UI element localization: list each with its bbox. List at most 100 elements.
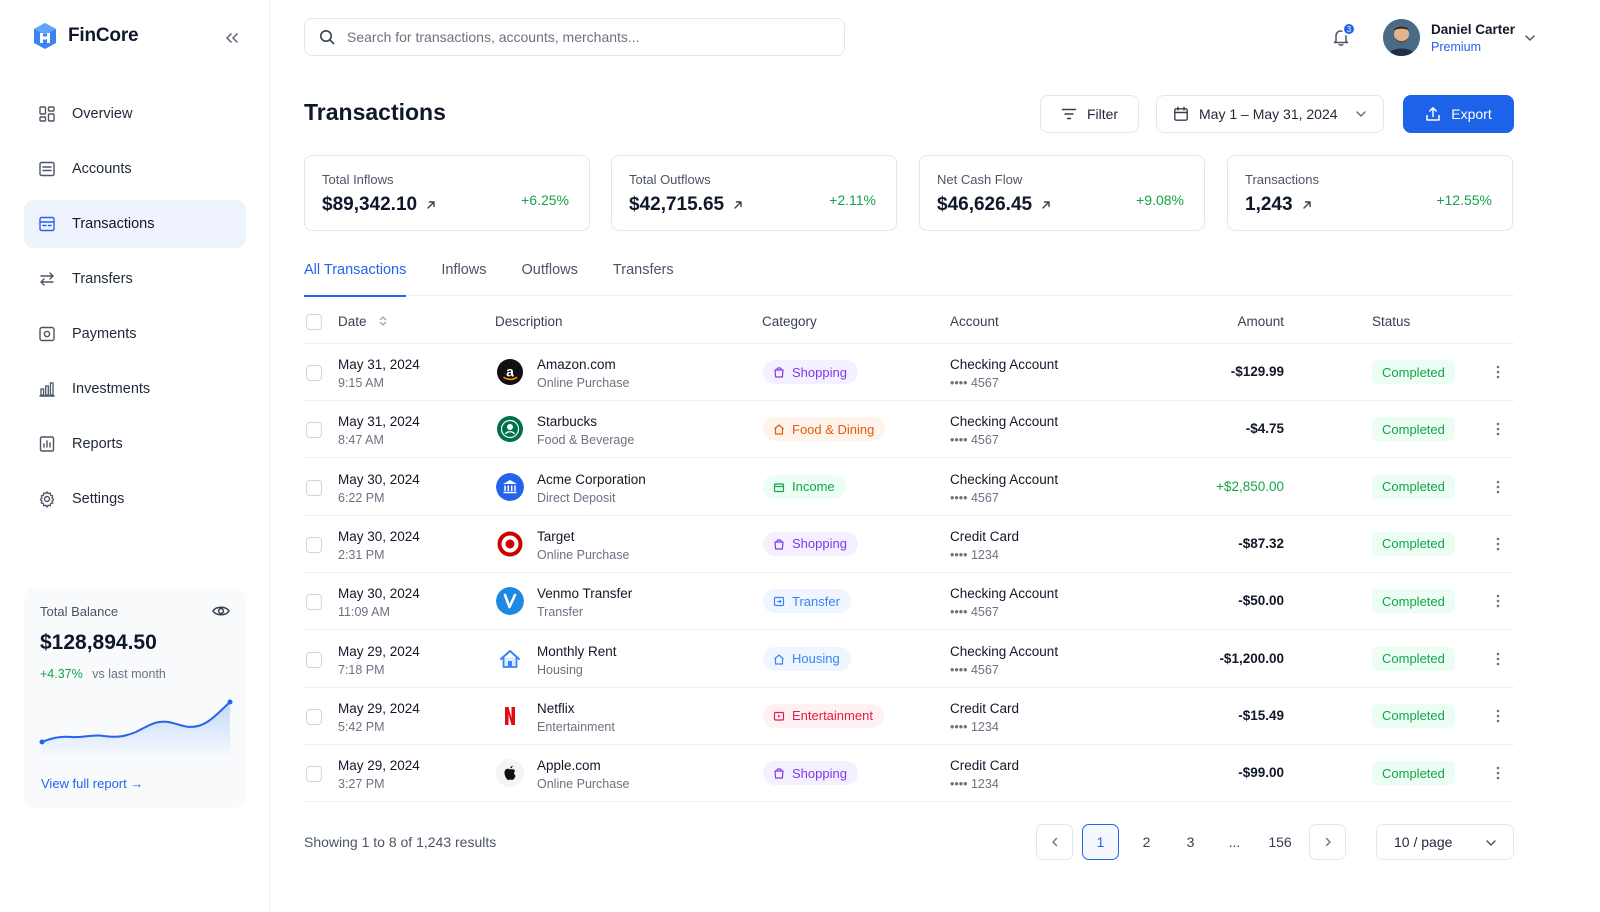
transfers-icon [40,272,54,286]
home-icon [774,653,784,665]
transaction-date: May 30, 2024 11:09 AM [338,585,420,621]
transaction-amount: -$15.49 [1238,707,1284,723]
stat-value: $46,626.45 [937,194,1052,216]
chevron-down-icon[interactable] [1524,33,1536,43]
row-checkbox[interactable] [306,651,322,668]
table-row[interactable]: May 29, 2024 3:27 PM Apple.com Online Purch… [304,745,1514,803]
search-bar[interactable] [304,18,845,56]
merchant-name: Apple.com [537,758,601,774]
row-checkbox[interactable] [306,536,322,553]
stat-label: Total Outflows [629,172,711,187]
brand[interactable]: FinCore [32,22,139,50]
sidebar-item-payments[interactable]: Payments [24,310,246,358]
page-button-3[interactable]: 3 [1172,824,1209,860]
stat-label: Transactions [1245,172,1319,187]
transaction-account: Credit Card •••• 1234 [950,700,1019,736]
export-button[interactable]: Export [1403,95,1514,133]
more-options-icon[interactable] [1492,593,1504,609]
row-checkbox[interactable] [306,479,322,496]
entertainment-icon [773,711,785,721]
page-button-2[interactable]: 2 [1128,824,1165,860]
sidebar-item-label: Transactions [72,216,155,232]
page-button-156[interactable]: 156 [1258,824,1302,860]
next-page-button[interactable] [1309,824,1346,860]
row-checkbox[interactable] [306,594,322,611]
column-date[interactable]: Date [338,314,388,329]
more-options-icon[interactable] [1492,479,1504,495]
tab-all-transactions[interactable]: All Transactions [304,262,407,297]
account-name: Checking Account [950,414,1059,430]
tab-inflows[interactable]: Inflows [441,262,487,278]
shopping-bag-icon [774,768,784,779]
per-page-select[interactable]: 10 / page [1376,824,1514,860]
row-checkbox[interactable] [306,422,322,439]
tab-outflows[interactable]: Outflows [521,262,578,278]
merchant-sub: Online Purchase [537,547,630,562]
status-badge: Completed [1372,646,1455,671]
avatar[interactable] [1383,19,1420,56]
vertical-dots-icon [1496,594,1500,608]
transaction-date: May 29, 2024 3:27 PM [338,757,420,793]
user-name: Daniel Carter [1431,22,1516,37]
time-text: 2:31 PM [338,547,385,562]
arrow-up-right-icon [734,201,742,209]
merchant-name: Acme Corporation [537,471,646,487]
table-row[interactable]: May 31, 2024 9:15 AM a Amazon.com Online Pur… [304,344,1514,401]
investments-icon [39,382,55,397]
table-row[interactable]: May 29, 2024 7:18 PM Monthly Rent Housing Ho… [304,631,1514,688]
sidebar-item-transactions[interactable]: Transactions [24,200,246,248]
sidebar-item-label: Transfers [72,271,133,287]
transaction-amount: +$2,850.00 [1216,478,1284,494]
transaction-tabs: All Transactions Inflows Outflows Transfers [304,262,1514,297]
upload-icon [1426,107,1441,121]
select-all-checkbox[interactable] [306,314,322,330]
sidebar-item-label: Accounts [72,161,132,177]
table-row[interactable]: May 30, 2024 6:22 PM Acme Corporation Direc… [304,459,1514,516]
more-options-icon[interactable] [1492,765,1504,781]
sidebar-item-investments[interactable]: Investments [24,365,246,413]
shopping-bag-icon [774,539,784,550]
filter-button[interactable]: Filter [1040,95,1139,133]
sidebar-item-accounts[interactable]: Accounts [24,145,246,193]
more-options-icon[interactable] [1492,536,1504,552]
time-text: 3:27 PM [338,777,385,792]
merchant-sub: Online Purchase [537,376,630,390]
row-checkbox[interactable] [306,365,322,381]
table-row[interactable]: May 30, 2024 2:31 PM Target Online Purchase… [304,516,1514,573]
more-options-icon[interactable] [1492,651,1504,667]
sidebar-item-transfers[interactable]: Transfers [24,255,246,303]
vertical-dots-icon [1496,766,1500,780]
sidebar-item-reports[interactable]: Reports [24,420,246,468]
more-options-icon[interactable] [1492,421,1504,437]
chevron-left-icon [1051,837,1057,847]
time-text: 9:15 AM [338,376,384,390]
date-range-select[interactable]: May 1 – May 31, 2024 [1156,95,1384,133]
table-row[interactable]: May 29, 2024 5:42 PM Netflix Entertainment E… [304,688,1514,745]
tab-transfers[interactable]: Transfers [612,262,674,278]
income-icon [773,482,785,492]
transaction-date: May 31, 2024 9:15 AM [338,356,420,392]
row-checkbox[interactable] [306,766,322,783]
transaction-amount: -$4.75 [1245,421,1284,437]
eye-icon[interactable] [212,604,230,618]
food-icon [774,424,784,435]
view-full-report-link[interactable]: View full report → [41,776,144,791]
collapse-sidebar-icon[interactable] [222,30,242,46]
more-options-icon[interactable] [1492,364,1504,380]
page-button-1[interactable]: 1 [1082,824,1119,860]
search-input[interactable] [347,29,807,45]
vertical-dots-icon [1496,480,1500,493]
row-checkbox[interactable] [306,708,322,725]
column-amount: Amount [1237,314,1284,329]
table-row[interactable]: May 31, 2024 8:47 AM Starbucks Food & Bever… [304,401,1514,459]
account-name: Checking Account [950,643,1059,659]
chevron-right-icon [1325,837,1331,847]
sidebar-item-settings[interactable]: Settings [24,475,246,523]
more-options-icon[interactable] [1492,708,1504,724]
bell-icon[interactable] [1331,27,1351,47]
prev-page-button[interactable] [1036,824,1073,860]
sidebar-item-overview[interactable]: Overview [24,90,246,138]
arrow-up-right-icon [427,201,435,209]
stat-label: Total Inflows [322,172,394,187]
table-row[interactable]: May 30, 2024 11:09 AM Venmo Transfer Transf… [304,573,1514,631]
